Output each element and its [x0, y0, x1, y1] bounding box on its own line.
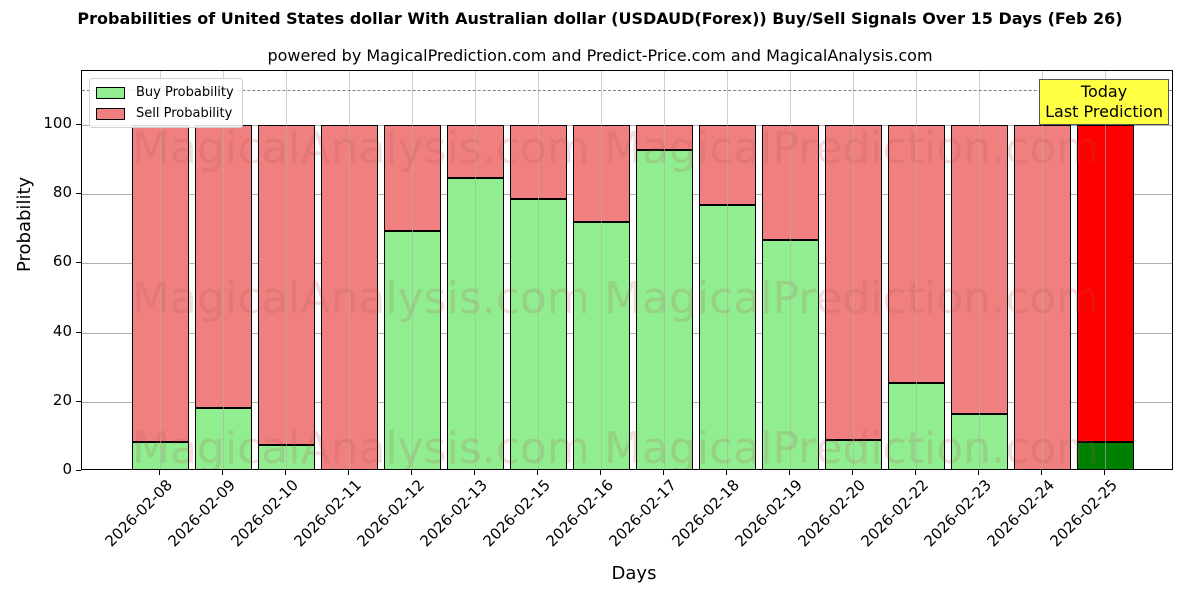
annotation-line-1: Today: [1080, 82, 1128, 101]
x-tick-mark: [915, 470, 916, 475]
y-tick-mark: [76, 400, 81, 402]
gridline-x: [727, 71, 728, 469]
x-tick-label: 2026-02-11: [290, 476, 365, 551]
y-tick-label: 20: [52, 390, 72, 409]
x-tick-mark: [663, 470, 664, 475]
gridline-x: [538, 71, 539, 469]
x-tick-mark: [537, 470, 538, 475]
today-annotation: Today Last Prediction: [1039, 79, 1169, 125]
reference-line: [82, 90, 1172, 92]
x-tick-mark: [1041, 470, 1042, 475]
legend-buy-label: Buy Probability: [136, 85, 234, 100]
x-tick-mark: [600, 470, 601, 475]
y-tick-label: 40: [52, 321, 72, 340]
x-tick-mark: [1104, 470, 1105, 475]
legend-item-sell: Sell Probability: [96, 103, 234, 124]
legend: Buy Probability Sell Probability: [89, 78, 243, 128]
x-tick-mark: [222, 470, 223, 475]
chart-title: Probabilities of United States dollar Wi…: [77, 9, 1123, 28]
x-tick-label: 2026-02-20: [794, 476, 869, 551]
gridline-x: [916, 71, 917, 469]
x-tick-mark: [348, 470, 349, 475]
x-tick-label: 2026-02-19: [731, 476, 806, 551]
y-tick-mark: [76, 193, 81, 195]
gridline-x: [979, 71, 980, 469]
chart-subtitle: powered by MagicalPrediction.com and Pre…: [267, 46, 933, 65]
x-tick-mark: [285, 470, 286, 475]
x-tick-label: 2026-02-16: [542, 476, 617, 551]
y-tick-label: 80: [52, 183, 72, 202]
y-tick-label: 100: [43, 114, 72, 132]
x-tick-label: 2026-02-12: [353, 476, 428, 551]
sell-swatch: [96, 107, 125, 120]
buy-swatch: [96, 86, 125, 99]
x-tick-mark: [159, 470, 160, 475]
gridline-x: [1042, 71, 1043, 469]
gridline-x: [664, 71, 665, 469]
gridline-x: [160, 71, 161, 469]
x-tick-label: 2026-02-13: [416, 476, 491, 551]
x-tick-mark: [411, 470, 412, 475]
gridline-x: [349, 71, 350, 469]
x-tick-label: 2026-02-08: [101, 476, 176, 551]
x-tick-mark: [978, 470, 979, 475]
x-tick-mark: [474, 470, 475, 475]
x-tick-mark: [789, 470, 790, 475]
gridline-x: [601, 71, 602, 469]
gridline-x: [853, 71, 854, 469]
gridline-x: [286, 71, 287, 469]
gridline-x: [412, 71, 413, 469]
x-tick-mark: [852, 470, 853, 475]
y-tick-mark: [76, 470, 81, 471]
y-tick-label: 60: [52, 252, 72, 271]
legend-item-buy: Buy Probability: [96, 82, 234, 103]
y-tick-mark: [76, 331, 81, 333]
y-tick-label: 0: [62, 460, 72, 478]
x-tick-label: 2026-02-22: [857, 476, 932, 551]
gridline-x: [1105, 71, 1106, 469]
x-tick-label: 2026-02-15: [479, 476, 554, 551]
plot-area: Buy Probability Sell Probability Today L…: [81, 70, 1173, 470]
x-tick-label: 2026-02-25: [1046, 476, 1121, 551]
x-tick-label: 2026-02-09: [164, 476, 239, 551]
y-tick-mark: [76, 124, 81, 125]
annotation-line-2: Last Prediction: [1045, 102, 1163, 121]
x-axis-label: Days: [611, 563, 657, 584]
gridline-x: [790, 71, 791, 469]
x-tick-label: 2026-02-17: [605, 476, 680, 551]
gridline-x: [475, 71, 476, 469]
x-tick-label: 2026-02-23: [920, 476, 995, 551]
gridline-x: [223, 71, 224, 469]
legend-sell-label: Sell Probability: [136, 106, 233, 121]
y-tick-mark: [76, 262, 81, 264]
x-tick-mark: [726, 470, 727, 475]
x-tick-label: 2026-02-24: [983, 476, 1058, 551]
x-tick-label: 2026-02-18: [668, 476, 743, 551]
x-tick-label: 2026-02-10: [227, 476, 302, 551]
